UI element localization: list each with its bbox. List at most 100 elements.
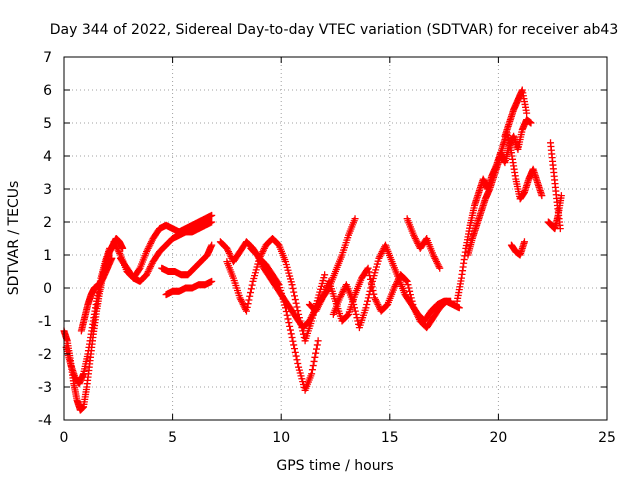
data-point (115, 248, 123, 256)
data-point (240, 302, 248, 310)
series-track-q (507, 238, 528, 259)
data-point (364, 264, 372, 272)
data-point (147, 238, 155, 246)
y-tick-label: 2 (43, 215, 52, 231)
data-point (147, 263, 155, 271)
data-point (432, 258, 440, 266)
data-point (223, 244, 231, 252)
data-point (287, 330, 295, 338)
data-point (377, 251, 385, 259)
data-point (258, 249, 266, 257)
data-point (406, 287, 414, 295)
data-point (314, 304, 322, 312)
data-point (145, 243, 153, 251)
data-point (143, 269, 151, 277)
data-point (294, 307, 302, 315)
data-point (236, 294, 244, 302)
data-point (260, 246, 268, 254)
x-tick-label: 10 (272, 430, 290, 446)
data-point (225, 248, 233, 256)
data-point (349, 297, 357, 305)
data-point (225, 249, 233, 257)
data-point (435, 263, 443, 271)
series-track-p (501, 86, 531, 140)
data-point (258, 261, 266, 269)
data-point (291, 345, 299, 353)
tick-layer: 0 5 10 15 20 25 -4 -3 -2 -1 0 1 2 3 4 5 6 7 (38, 50, 616, 446)
series-track-s (544, 192, 565, 233)
data-point (145, 266, 153, 274)
data-point (354, 317, 362, 325)
data-point (292, 299, 300, 307)
data-point (431, 254, 439, 262)
data-point (291, 296, 299, 304)
data-point (111, 239, 119, 247)
data-point (390, 284, 398, 292)
y-tick-label: 0 (43, 281, 52, 297)
data-point (226, 251, 234, 259)
data-point (391, 282, 399, 290)
y-tick-label: 1 (43, 248, 52, 264)
data-point (344, 311, 352, 319)
data-point (447, 297, 455, 305)
data-point (337, 292, 345, 300)
x-axis-label: GPS time / hours (276, 458, 393, 474)
data-point (527, 119, 535, 127)
data-point (110, 238, 118, 246)
data-point (284, 315, 292, 323)
data-point (147, 239, 155, 247)
data-point (144, 244, 152, 252)
data-point (372, 297, 380, 305)
data-point (282, 308, 290, 316)
data-point (557, 192, 565, 200)
series-track-f (158, 241, 216, 279)
data-point (321, 271, 329, 279)
data-point (351, 215, 359, 223)
data-point (402, 276, 410, 284)
data-point (455, 304, 463, 312)
data-point (299, 330, 307, 338)
data-point (260, 244, 268, 252)
data-point (286, 322, 294, 330)
data-point (309, 310, 317, 318)
data-point (377, 249, 385, 257)
series-track-i (223, 235, 329, 345)
data-point (308, 366, 316, 374)
data-point (520, 238, 528, 246)
data-point (113, 244, 121, 252)
x-tick-label: 5 (168, 430, 177, 446)
data-point (112, 241, 120, 249)
data-point (413, 238, 421, 246)
y-tick-label: -3 (38, 380, 52, 396)
data-layer (60, 86, 565, 414)
data-point (147, 261, 155, 269)
series-track-j (247, 215, 359, 332)
data-point (434, 261, 442, 269)
grid-layer (64, 57, 607, 420)
data-point (351, 304, 359, 312)
x-tick-label: 15 (381, 430, 399, 446)
data-point (430, 253, 438, 261)
data-point (374, 301, 382, 308)
data-point (410, 231, 418, 239)
data-point (317, 297, 325, 305)
data-point (114, 246, 122, 254)
data-point (288, 334, 296, 341)
data-point (255, 254, 263, 262)
data-point (343, 312, 351, 320)
data-point (253, 251, 261, 259)
x-tick-label: 0 (60, 430, 69, 446)
y-tick-label: 5 (43, 116, 52, 132)
data-point (143, 246, 151, 254)
data-point (336, 294, 344, 302)
data-point (371, 294, 379, 302)
data-point (436, 264, 444, 272)
data-point (237, 296, 245, 304)
data-point (404, 281, 412, 289)
data-point (108, 254, 116, 262)
data-point (308, 312, 316, 320)
data-point (368, 281, 376, 289)
data-point (405, 284, 413, 292)
data-point (429, 251, 437, 259)
data-point (208, 211, 216, 219)
